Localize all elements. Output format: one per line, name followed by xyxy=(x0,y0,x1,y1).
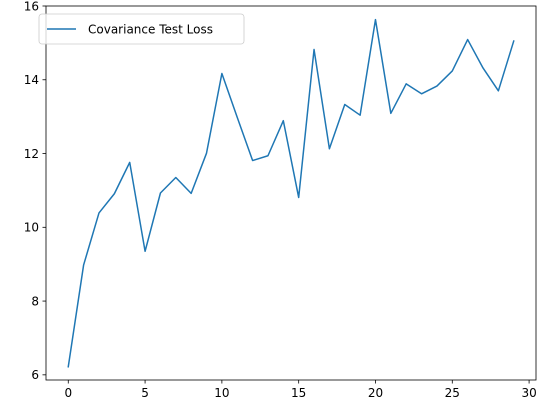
y-tick-label: 10 xyxy=(24,221,39,235)
plot-frame xyxy=(45,5,537,381)
x-tick-label: 10 xyxy=(214,386,229,400)
legend: Covariance Test Loss xyxy=(38,13,245,45)
legend-box xyxy=(38,13,245,45)
legend-label: Covariance Test Loss xyxy=(88,23,213,37)
x-tick-label: 20 xyxy=(368,386,383,400)
y-tick-label: 6 xyxy=(31,368,39,382)
x-tick-label: 5 xyxy=(141,386,149,400)
y-tick-label: 8 xyxy=(31,294,39,308)
y-tick-label: 14 xyxy=(24,73,39,87)
x-tick-label: 0 xyxy=(64,386,72,400)
series-layer xyxy=(67,18,515,368)
ticks-layer: 0 5 10 15 20 25 30 6 8 10 12 14 16 xyxy=(24,0,537,400)
series-line-0 xyxy=(67,18,515,368)
y-tick-label: 16 xyxy=(24,0,39,13)
x-tick-label: 25 xyxy=(445,386,460,400)
x-tick-label: 15 xyxy=(291,386,306,400)
y-tick-label: 12 xyxy=(24,147,39,161)
x-tick-label: 30 xyxy=(521,386,536,400)
